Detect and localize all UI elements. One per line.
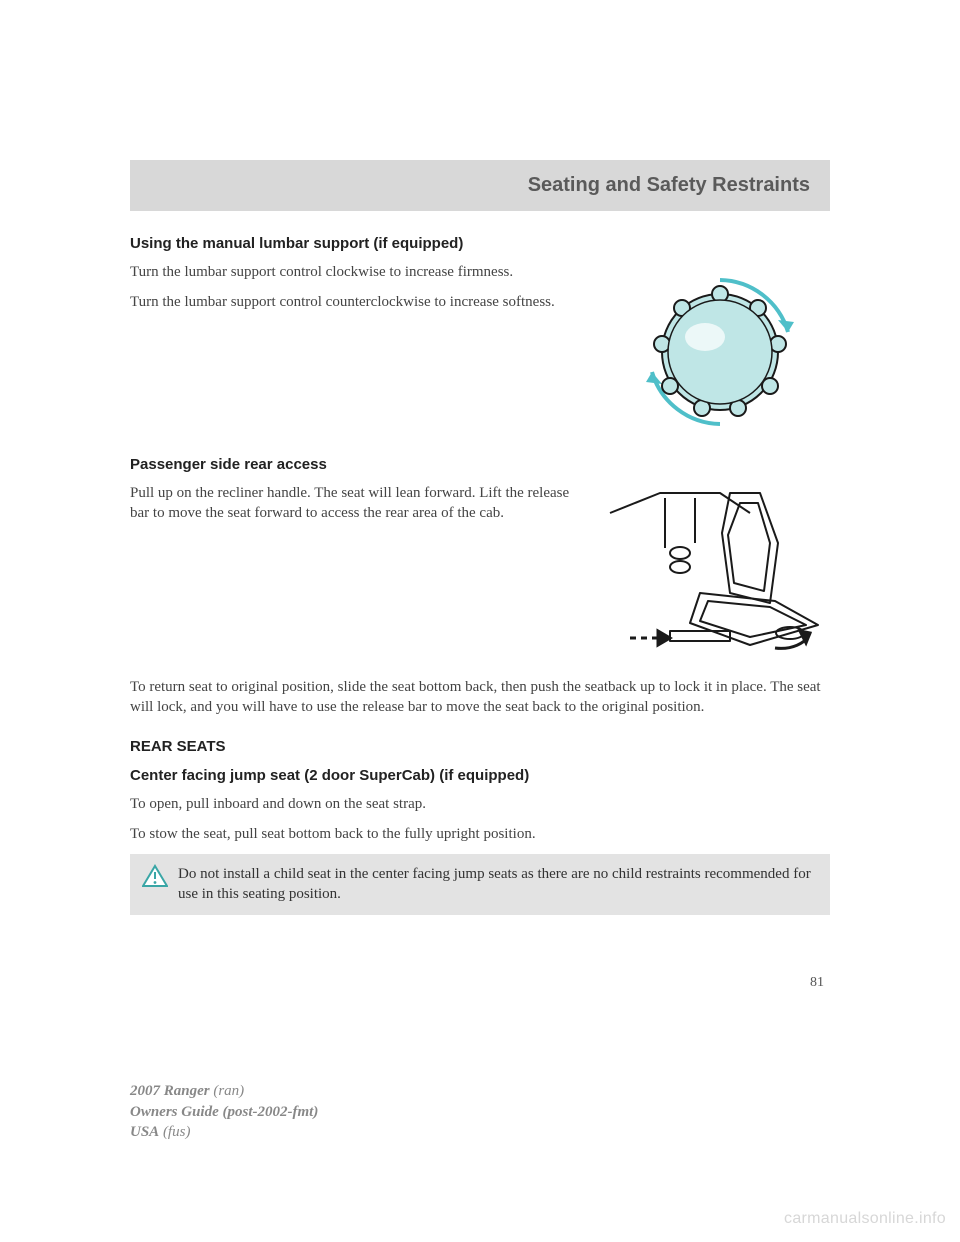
footer-region: USA [130, 1124, 159, 1140]
rear-access-heading: Passenger side rear access [130, 456, 830, 473]
jump-seat-p1: To open, pull inboard and down on the se… [130, 794, 830, 814]
rear-access-p2: To return seat to original position, sli… [130, 677, 830, 718]
knob-group [654, 286, 786, 416]
warning-box: Do not install a child seat in the cente… [130, 854, 830, 915]
footer-block: 2007 Ranger (ran) Owners Guide (post-200… [130, 1081, 318, 1142]
footer-guide: Owners Guide (post-2002-fmt) [130, 1104, 318, 1120]
warning-text: Do not install a child seat in the cente… [178, 864, 818, 905]
watermark: carmanualsonline.info [784, 1210, 946, 1228]
chapter-header: Seating and Safety Restraints [130, 160, 830, 211]
footer-line-3: USA (fus) [130, 1122, 318, 1142]
jump-seat-p2: To stow the seat, pull seat bottom back … [130, 824, 830, 844]
rear-access-text-col: Pull up on the recliner handle. The seat… [130, 483, 582, 663]
lumbar-p1: Turn the lumbar support control clockwis… [130, 262, 592, 282]
footer-code-3: (fus) [163, 1124, 191, 1140]
warning-icon [142, 864, 168, 888]
page-number: 81 [130, 975, 830, 991]
seat-svg [600, 483, 830, 663]
lumbar-row: Turn the lumbar support control clockwis… [130, 262, 830, 442]
page-content: Seating and Safety Restraints Using the … [0, 0, 960, 991]
chapter-title: Seating and Safety Restraints [528, 174, 810, 196]
footer-model: 2007 Ranger [130, 1083, 210, 1099]
footer-code-1: (ran) [213, 1083, 244, 1099]
lumbar-heading: Using the manual lumbar support (if equi… [130, 235, 830, 252]
rear-access-figure [600, 483, 830, 663]
knob-highlight [685, 323, 725, 351]
lumbar-figure [610, 262, 830, 442]
footer-line-1: 2007 Ranger (ran) [130, 1081, 318, 1101]
rear-access-p1: Pull up on the recliner handle. The seat… [130, 483, 582, 524]
lumbar-text-col: Turn the lumbar support control clockwis… [130, 262, 592, 442]
footer-line-2: Owners Guide (post-2002-fmt) [130, 1102, 318, 1122]
rear-seats-heading: REAR SEATS [130, 738, 830, 755]
lumbar-knob-svg [620, 262, 820, 442]
lumbar-p2: Turn the lumbar support control counterc… [130, 292, 592, 312]
jump-seat-heading: Center facing jump seat (2 door SuperCab… [130, 767, 830, 784]
rear-access-row: Pull up on the recliner handle. The seat… [130, 483, 830, 663]
